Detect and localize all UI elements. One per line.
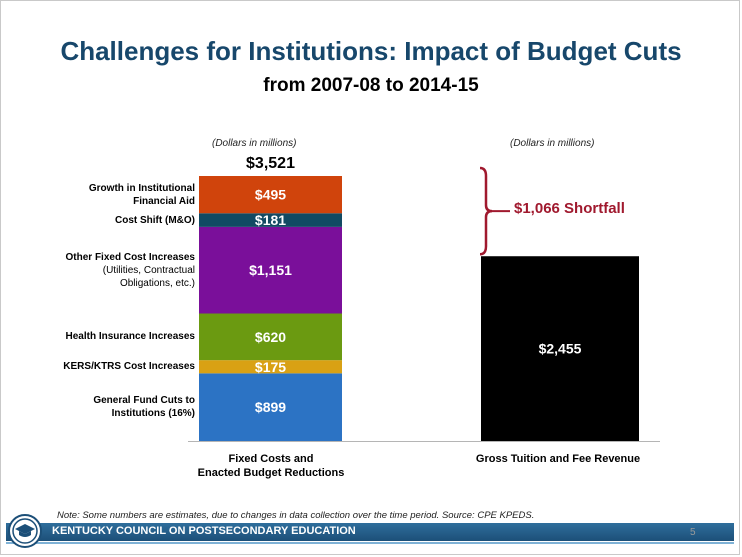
unit-label-right: (Dollars in millions) [510, 138, 595, 149]
segment-name-label: Health Insurance Increases [20, 330, 195, 343]
segment-value-label: $1,151 [249, 262, 292, 278]
segment-name-label: Cost Shift (M&O) [20, 214, 195, 227]
slide-title: Challenges for Institutions: Impact of B… [60, 36, 682, 66]
category-label-line-1: Fixed Costs and [228, 453, 314, 465]
segment-name-line: Health Insurance Increases [65, 331, 195, 343]
bar-segment [199, 360, 342, 374]
graduation-cap-seal-icon [12, 518, 38, 544]
segment-name-line: Cost Shift (M&O) [115, 214, 195, 226]
bar-segment [199, 176, 342, 214]
bar-segment [199, 226, 342, 314]
segment-name-label: Other Fixed Cost Increases (Utilities, Co… [20, 251, 196, 290]
tuition-value-label: $2,455 [539, 341, 582, 357]
segment-name-label: General Fund Cuts to Institutions (16%) [20, 394, 195, 420]
shortfall-annotation: $1,066 Shortfall [514, 200, 625, 217]
segment-name-line: General Fund Cuts to [93, 395, 195, 407]
tuition-bar [481, 256, 639, 441]
segment-value-label: $181 [255, 212, 286, 228]
category-label-tuition: Gross Tuition and Fee Revenue [460, 452, 656, 466]
bar-segment [199, 313, 342, 361]
segment-value-label: $899 [255, 399, 286, 415]
unit-label-left: (Dollars in millions) [212, 138, 297, 149]
segment-name-line: (Utilities, Contractual [102, 264, 195, 276]
slide-subtitle: from 2007-08 to 2014-15 [263, 75, 479, 96]
category-label-line-2: Enacted Budget Reductions [197, 467, 345, 479]
segment-name-label: KERS/KTRS Cost Increases [20, 360, 195, 373]
source-note: Note: Some numbers are estimates, due to… [57, 510, 535, 521]
page-number: 5 [690, 527, 696, 538]
shortfall-bracket [479, 166, 493, 256]
segment-value-label: $495 [255, 187, 286, 203]
segment-value-label: $175 [255, 359, 286, 375]
segment-name-line: Growth in Institutional [88, 182, 195, 194]
category-label-line-1: Gross Tuition and Fee Revenue [475, 453, 641, 465]
segment-name-line: Institutions (16%) [111, 408, 195, 420]
bar-segment [199, 373, 342, 441]
graduation-cap-seal-icon [8, 514, 42, 548]
segment-name-label: Growth in Institutional Financial Aid [20, 182, 195, 208]
segment-name-line: KERS/KTRS Cost Increases [63, 361, 195, 373]
bar-segment [199, 213, 342, 227]
footer-bar [6, 523, 734, 541]
segment-name-line: Obligations, etc.) [119, 277, 195, 289]
stack-total-label: $3,521 [246, 155, 295, 172]
segment-name-line: Financial Aid [133, 195, 195, 207]
footer-accent-line [6, 542, 734, 544]
segment-value-label: $620 [255, 329, 286, 345]
footer-organization-name: KENTUCKY COUNCIL ON POSTSECONDARY EDUCAT… [52, 525, 356, 537]
segment-name-line: Other Fixed Cost Increases [65, 251, 196, 263]
category-label-fixed-costs: Fixed Costs and Enacted Budget Reduction… [186, 452, 356, 480]
